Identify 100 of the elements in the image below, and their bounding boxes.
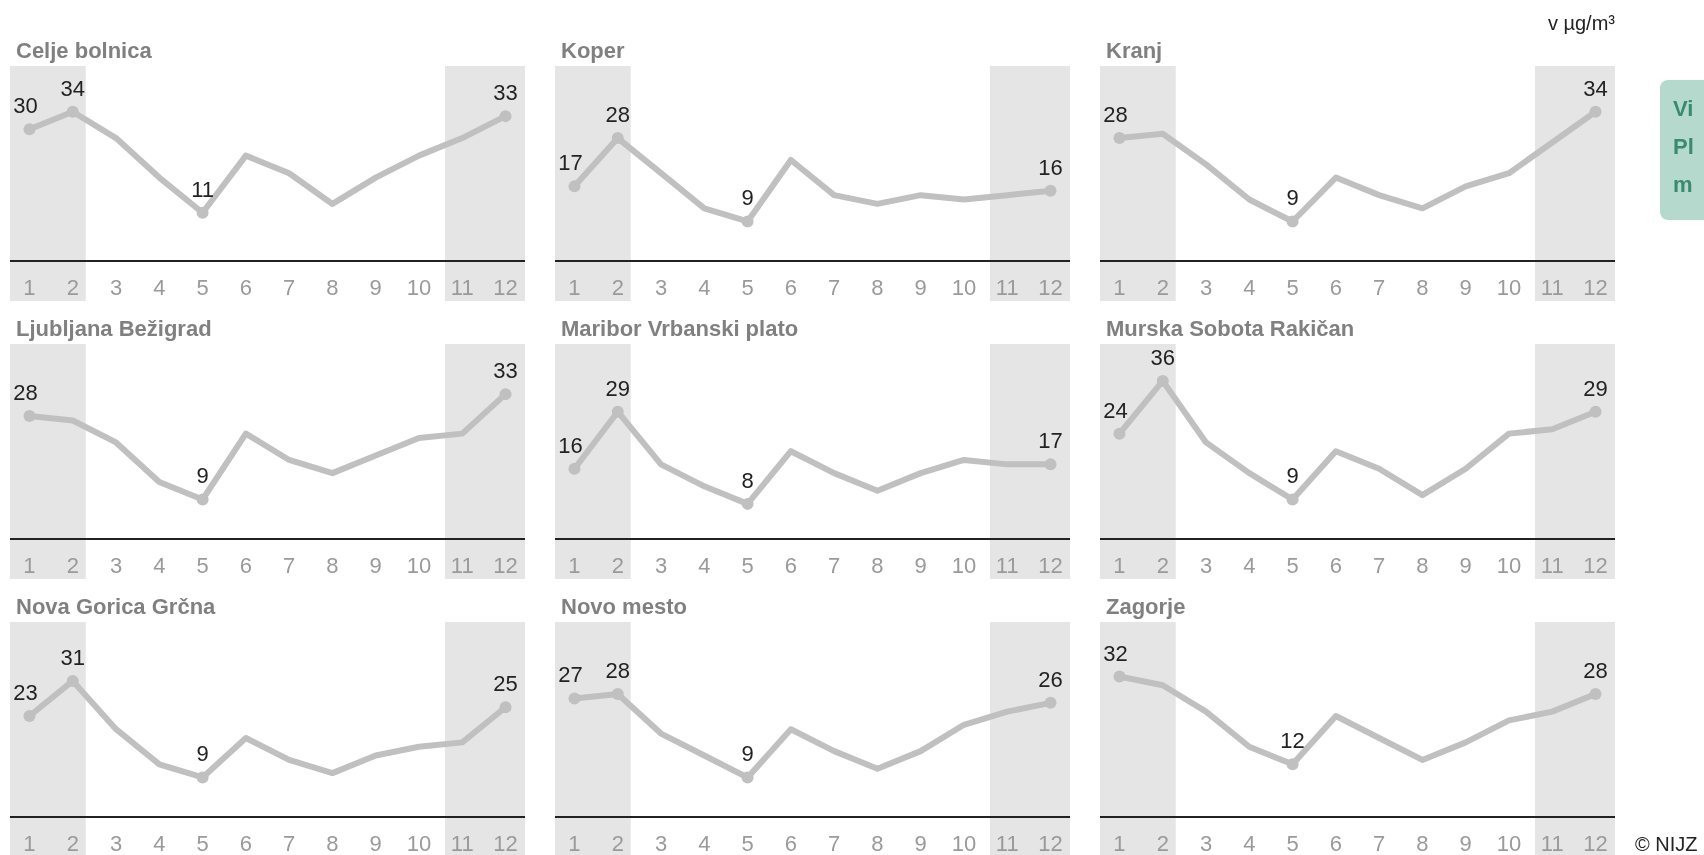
chart-title: Novo mesto xyxy=(561,594,687,619)
chart-title: Kranj xyxy=(1106,38,1163,63)
chart-title: Ljubljana Bežigrad xyxy=(16,316,212,341)
x-tick-label: 9 xyxy=(914,831,927,855)
x-tick-label: 4 xyxy=(153,553,166,578)
data-label: 36 xyxy=(1150,344,1175,370)
x-tick-label: 9 xyxy=(369,831,382,855)
data-label: 9 xyxy=(196,741,209,767)
point xyxy=(568,462,581,475)
point xyxy=(1044,184,1057,197)
data-label: 11 xyxy=(191,176,215,202)
x-tick-label: 12 xyxy=(1583,553,1608,578)
x-tick-label: 4 xyxy=(698,831,711,855)
text: © NIJZ xyxy=(1635,833,1698,855)
data-label: 31 xyxy=(60,644,85,670)
x-tick-label: 9 xyxy=(1459,831,1472,855)
chart-title: Nova Gorica Grčna xyxy=(16,594,217,619)
point xyxy=(196,771,209,784)
x-tick-label: 7 xyxy=(828,275,841,300)
x-tick-label: 8 xyxy=(871,831,884,855)
x-tick-label: 3 xyxy=(109,831,123,855)
chart-title: Murska Sobota Rakičan xyxy=(1106,316,1355,341)
x-tick-label: 9 xyxy=(369,275,382,300)
x-tick-label: 10 xyxy=(951,275,977,300)
point xyxy=(568,692,581,705)
point xyxy=(741,215,754,228)
x-tick-label: 7 xyxy=(283,831,296,855)
x-tick-label: 2 xyxy=(1156,553,1169,578)
point xyxy=(1044,458,1057,471)
x-tick-label: 8 xyxy=(1416,553,1429,578)
data-label: 9 xyxy=(1286,463,1299,489)
x-tick-label: 2 xyxy=(611,831,624,855)
x-tick-label: 1 xyxy=(568,831,581,855)
point xyxy=(66,105,79,118)
data-label: 9 xyxy=(741,185,754,211)
data-label: 29 xyxy=(1583,375,1608,401)
x-tick-label: 11 xyxy=(450,831,474,855)
x-tick-label: 5 xyxy=(196,275,209,300)
x-tick-label: 5 xyxy=(741,275,754,300)
x-tick-label: 4 xyxy=(698,275,711,300)
x-tick-label: 6 xyxy=(239,275,252,300)
x-tick-label: 2 xyxy=(1156,831,1169,855)
data-label: 17 xyxy=(558,150,583,176)
x-tick-label: 8 xyxy=(871,553,884,578)
x-tick-label: 10 xyxy=(1496,275,1522,300)
x-tick-label: 10 xyxy=(1496,831,1522,855)
x-tick-label: 1 xyxy=(1113,275,1126,300)
point xyxy=(196,206,209,219)
x-tick-label: 11 xyxy=(1540,275,1564,300)
data-label: 26 xyxy=(1038,666,1063,692)
x-tick-label: 12 xyxy=(1038,831,1063,855)
data-label: 28 xyxy=(13,380,38,406)
x-tick-label: 11 xyxy=(1540,831,1564,855)
x-tick-label: 5 xyxy=(196,553,209,578)
point xyxy=(741,497,754,510)
x-tick-label: 7 xyxy=(283,553,296,578)
data-label: 30 xyxy=(13,93,38,119)
x-tick-label: 9 xyxy=(914,553,927,578)
x-tick-label: 4 xyxy=(1243,831,1256,855)
x-tick-label: 8 xyxy=(1416,831,1429,855)
x-tick-label: 9 xyxy=(914,275,927,300)
x-tick-label: 3 xyxy=(654,275,668,300)
x-tick-label: 12 xyxy=(1038,275,1063,300)
point xyxy=(1113,427,1126,440)
point xyxy=(23,123,36,136)
x-tick-label: 3 xyxy=(109,275,123,300)
data-label: 33 xyxy=(493,80,518,106)
x-tick-label: 2 xyxy=(1156,275,1169,300)
x-tick-label: 3 xyxy=(1199,275,1213,300)
x-tick-label: 11 xyxy=(995,275,1019,300)
x-tick-label: 4 xyxy=(153,275,166,300)
x-tick-label: 6 xyxy=(1329,553,1342,578)
x-tick-label: 3 xyxy=(1199,831,1213,855)
point xyxy=(1589,405,1602,418)
x-tick-label: 6 xyxy=(1329,275,1342,300)
data-label: 25 xyxy=(493,671,518,697)
x-tick-label: 1 xyxy=(1113,831,1126,855)
x-tick-label: 10 xyxy=(951,553,977,578)
x-tick-label: 5 xyxy=(741,553,754,578)
x-tick-label: 2 xyxy=(66,553,79,578)
point xyxy=(611,688,624,701)
data-label: 32 xyxy=(1103,640,1128,666)
x-tick-label: 12 xyxy=(1583,831,1608,855)
x-tick-label: 5 xyxy=(1286,275,1299,300)
data-label: 28 xyxy=(1103,102,1128,128)
point xyxy=(66,674,79,687)
x-tick-label: 6 xyxy=(239,831,252,855)
point xyxy=(611,132,624,145)
data-label: 29 xyxy=(605,375,630,401)
point xyxy=(1156,374,1169,387)
x-tick-label: 4 xyxy=(1243,275,1256,300)
x-tick-label: 7 xyxy=(1373,553,1386,578)
point xyxy=(611,405,624,418)
x-tick-label: 4 xyxy=(698,553,711,578)
x-tick-label: 11 xyxy=(450,553,474,578)
x-tick-label: 10 xyxy=(1496,553,1522,578)
data-label: 9 xyxy=(1286,185,1299,211)
x-tick-label: 7 xyxy=(1373,275,1386,300)
x-tick-label: 12 xyxy=(493,831,518,855)
x-tick-label: 5 xyxy=(741,831,754,855)
